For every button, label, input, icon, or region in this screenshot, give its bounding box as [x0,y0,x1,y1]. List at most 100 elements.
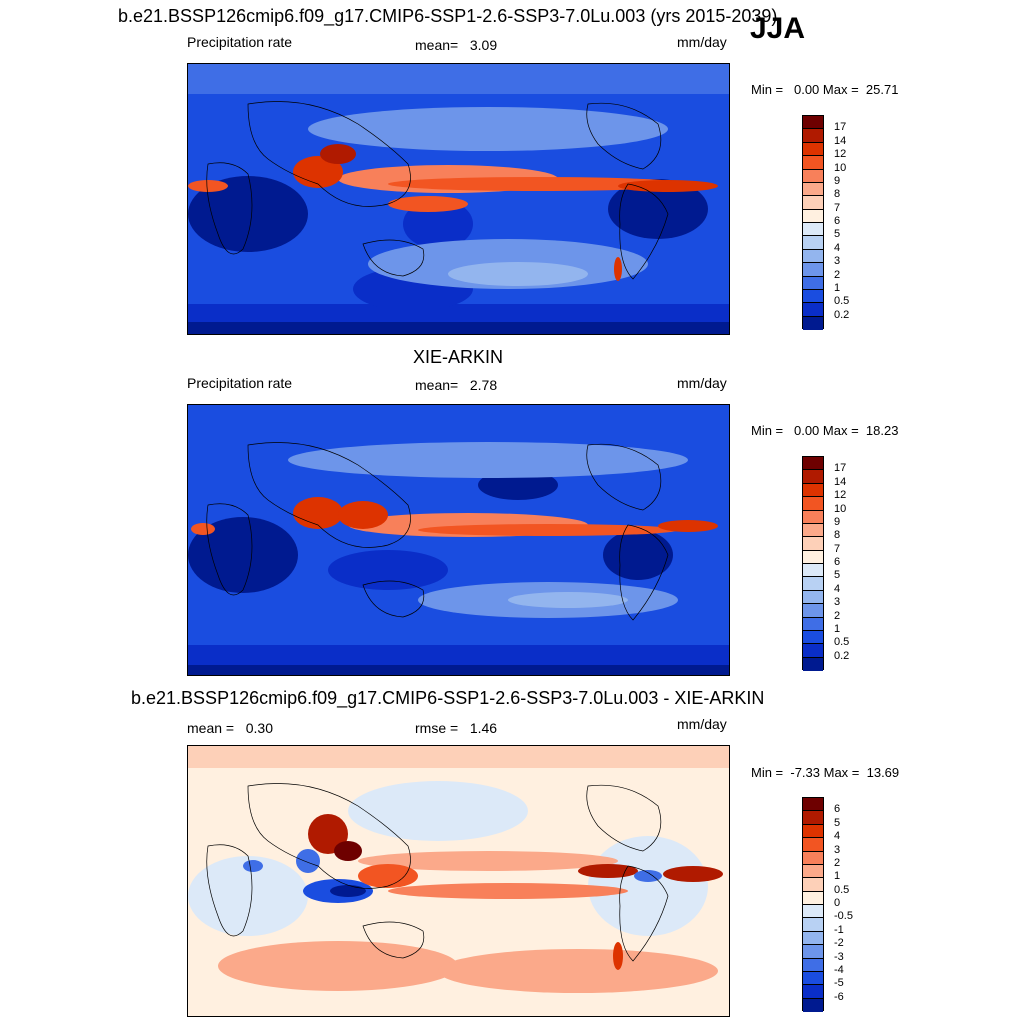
colorbar-tick-label: 7 [834,542,841,555]
colorbar-tick-label: 3 [834,255,841,268]
season-label: JJA [750,12,806,45]
colorbar-swatch [803,864,823,879]
panel-2-minmax: Min = 0.00 Max = 18.23 [751,423,899,438]
colorbar-tick-label: 6 [834,556,841,568]
colorbar-tick-label: -0.5 [834,910,853,923]
colorbar-tick-label: 0.5 [834,295,850,308]
colorbar-tick-label: 7 [834,201,841,214]
colorbar-tick-label: 5 [834,228,841,241]
colorbar-swatch [803,945,823,959]
colorbar-swatch [803,169,823,183]
panel-3-minmax: Min = -7.33 Max = 13.69 [751,765,900,780]
colorbar-tick-label: 5 [834,816,841,829]
panel-2-colorbar [802,456,824,671]
panel-1-title: b.e21.BSSP126cmip6.f09_g17.CMIP6-SSP1-2.… [118,6,778,26]
colorbar-tick-label: 10 [834,161,847,174]
colorbar-swatch [803,985,823,999]
colorbar-swatch [803,617,823,631]
colorbar-swatch [803,811,823,825]
panel-2-left-label: Precipitation rate [187,375,293,391]
colorbar-swatch [803,824,823,839]
colorbar-tick-label: -1 [834,923,844,936]
colorbar-swatch [803,142,823,157]
panel-1-map-field [188,64,729,334]
colorbar-swatch [803,657,823,671]
panel-1-map [187,63,730,335]
colorbar-tick-label: 17 [834,121,847,134]
colorbar-swatch [803,851,823,865]
panel-1-colorbar [802,115,824,330]
panel-3-rmse: rmse = 1.46 [415,720,498,736]
colorbar-swatch [803,577,823,591]
colorbar-tick-label: 1 [834,870,841,883]
colorbar-tick-label: 1 [834,281,841,294]
colorbar-tick-label: 0.2 [834,649,850,662]
colorbar-tick-label: 12 [834,489,847,502]
colorbar-tick-label: 8 [834,529,841,542]
panel-3-title: b.e21.BSSP126cmip6.f09_g17.CMIP6-SSP1-2.… [131,688,765,708]
colorbar-swatch [803,483,823,498]
colorbar-tick-label: 6 [834,215,841,227]
colorbar-swatch [803,116,823,130]
panel-2-title: XIE-ARKIN [413,347,504,367]
colorbar-swatch [803,510,823,524]
colorbar-swatch [803,905,823,919]
colorbar-swatch [803,236,823,250]
colorbar-tick-label: 0.2 [834,308,850,321]
panel-1-minmax: Min = 0.00 Max = 25.71 [751,82,899,97]
colorbar-tick-label: 1 [834,622,841,635]
panel-2-map [187,404,730,676]
colorbar-tick-label: 5 [834,569,841,582]
colorbar-swatch [803,523,823,538]
colorbar-swatch [803,630,823,645]
colorbar-tick-label: 4 [834,582,841,595]
colorbar-swatch [803,958,823,972]
colorbar-swatch [803,276,823,290]
colorbar-swatch [803,878,823,892]
panel-3-mean: mean = 0.30 [187,720,274,736]
colorbar-tick-label: 2 [834,856,841,869]
colorbar-tick-label: 2 [834,609,841,622]
colorbar-tick-label: 3 [834,843,841,856]
panel-1-units: mm/day [677,34,727,50]
colorbar-swatch [803,891,823,905]
colorbar-tick-label: 9 [834,174,841,187]
colorbar-tick-label: 14 [834,475,847,488]
colorbar-tick-label: 2 [834,268,841,281]
colorbar-swatch [803,129,823,143]
panel-1-left-label: Precipitation rate [187,34,293,50]
colorbar-tick-label: 6 [834,803,841,816]
colorbar-swatch [803,971,823,986]
colorbar-swatch [803,223,823,237]
colorbar-swatch [803,590,823,605]
colorbar-swatch [803,918,823,932]
colorbar-tick-label: 0.5 [834,636,850,649]
colorbar-tick-label: 8 [834,188,841,201]
colorbar-tick-label: 9 [834,515,841,528]
colorbar-tick-label: -3 [834,950,844,963]
panel-3-map-field [188,746,729,1016]
colorbar-swatch [803,182,823,197]
panel-3-map [187,745,730,1017]
panel-1-mean: mean= 3.09 [415,37,498,53]
colorbar-tick-label: -2 [834,937,844,950]
colorbar-swatch [803,998,823,1012]
colorbar-swatch [803,196,823,210]
colorbar-tick-label: 0.5 [834,883,850,896]
colorbar-tick-label: -4 [834,963,844,976]
colorbar-tick-label: 4 [834,830,841,843]
colorbar-swatch [803,209,823,223]
colorbar-tick-label: 12 [834,148,847,161]
panel-2-map-field [188,405,729,675]
colorbar-swatch [803,263,823,277]
colorbar-swatch [803,303,823,317]
colorbar-tick-label: 0 [834,897,841,909]
colorbar-tick-label: -5 [834,977,844,990]
colorbar-swatch [803,316,823,330]
panel-2-mean: mean= 2.78 [415,377,498,393]
colorbar-swatch [803,249,823,264]
colorbar-swatch [803,537,823,551]
panel-2-units: mm/day [677,375,727,391]
colorbar-swatch [803,604,823,618]
colorbar-swatch [803,798,823,812]
